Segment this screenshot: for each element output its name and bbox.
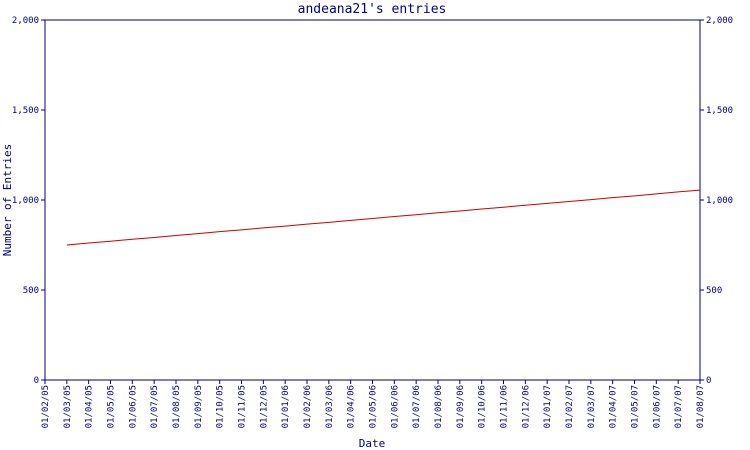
x-tick-label: 01/09/06 xyxy=(456,385,466,428)
y-tick-label: 1,500 xyxy=(12,106,39,116)
x-tick-label: 01/04/06 xyxy=(347,385,357,428)
x-tick-label: 01/09/05 xyxy=(194,385,204,428)
x-tick-label: 01/04/05 xyxy=(85,385,95,428)
y2-tick-label: 0 xyxy=(706,376,711,386)
x-tick-label: 01/11/06 xyxy=(500,385,510,428)
x-tick-label: 01/06/05 xyxy=(128,385,138,428)
x-axis-label: Date xyxy=(359,437,386,450)
x-tick-label: 01/06/06 xyxy=(390,385,400,428)
y2-tick-label: 2,000 xyxy=(706,16,733,26)
x-tick-label: 01/12/06 xyxy=(521,385,531,428)
x-tick-label: 01/08/05 xyxy=(172,385,182,428)
x-tick-label: 01/07/06 xyxy=(412,385,422,428)
x-tick-label: 01/07/07 xyxy=(674,385,684,428)
x-tick-label: 01/01/06 xyxy=(281,385,291,428)
y2-tick-label: 1,500 xyxy=(706,106,733,116)
y-tick-label: 2,000 xyxy=(12,16,39,26)
x-tick-label: 01/03/07 xyxy=(587,385,597,428)
x-tick-label: 01/02/07 xyxy=(565,385,575,428)
chart-title: andeana21's entries xyxy=(298,2,447,17)
x-tick-label: 01/05/05 xyxy=(107,385,117,428)
x-tick-label: 01/10/05 xyxy=(216,385,226,428)
y2-tick-label: 1,000 xyxy=(706,196,733,206)
plot-frame xyxy=(44,19,701,381)
x-tick-label: 01/01/07 xyxy=(543,385,553,428)
y-tick-label: 1,000 xyxy=(12,196,39,206)
y-tick-label: 0 xyxy=(34,376,39,386)
x-tick-label: 01/06/07 xyxy=(652,385,662,428)
x-tick-label: 01/12/05 xyxy=(259,385,269,428)
x-tick-label: 01/11/05 xyxy=(238,385,248,428)
x-tick-label: 01/10/06 xyxy=(478,385,488,428)
data-line xyxy=(66,189,701,246)
x-tick-label: 01/05/06 xyxy=(369,385,379,428)
y-tick-label: 500 xyxy=(23,286,39,296)
x-tick-label: 01/02/06 xyxy=(303,385,313,428)
x-tick-label: 01/04/07 xyxy=(609,385,619,428)
x-tick-label: 01/02/05 xyxy=(41,385,51,428)
x-tick-label: 01/08/06 xyxy=(434,385,444,428)
y2-tick-label: 500 xyxy=(706,286,722,296)
x-tick-label: 01/05/07 xyxy=(631,385,641,428)
y-axis-label: Number of Entries xyxy=(1,144,14,257)
x-tick-label: 01/03/05 xyxy=(63,385,73,428)
x-tick-label: 01/07/05 xyxy=(150,385,160,428)
x-tick-label: 01/08/07 xyxy=(696,385,706,428)
x-tick-label: 01/03/06 xyxy=(325,385,335,428)
